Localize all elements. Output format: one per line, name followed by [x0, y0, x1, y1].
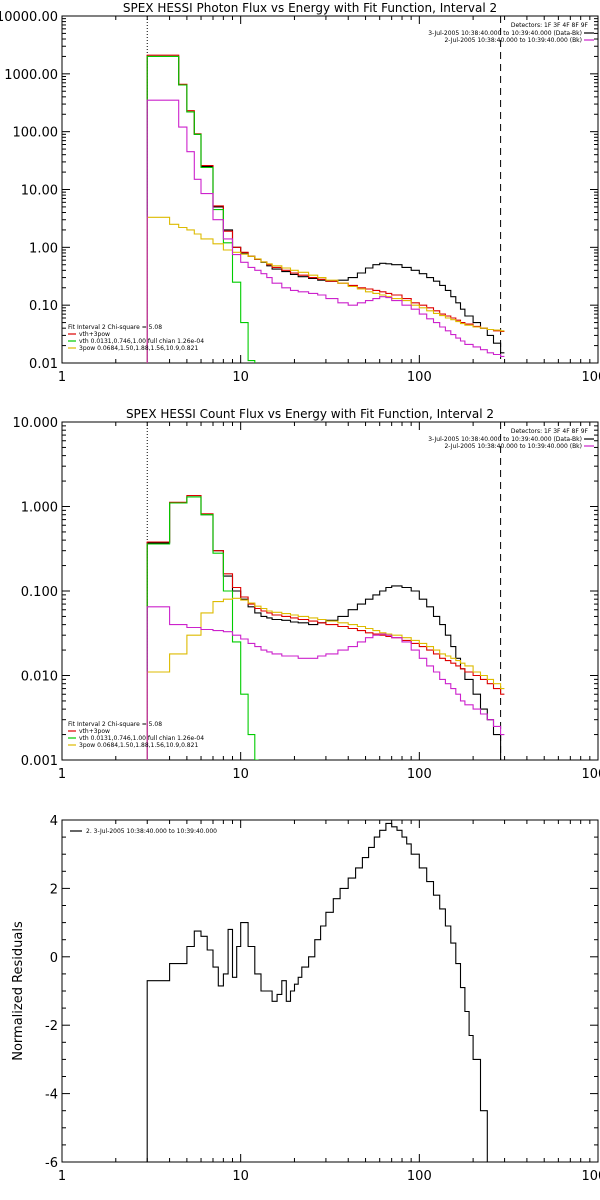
legend-header: Fit Interval 2 Chi-square = 5.08: [68, 721, 162, 728]
series-line-5: [146, 99, 505, 363]
y-axis: 0.01 0.10 1.00 10.00 100.00 1000.00 10000.00: [0, 10, 598, 372]
x-tick-label: 100: [407, 370, 432, 385]
x-axis: 1 10 100 1000: [58, 16, 600, 385]
legend-entry-label: 2. 3-Jul-2005 10:38:40.000 to 10:39:40.0…: [86, 828, 217, 835]
y-tick-label: -6: [45, 1156, 58, 1171]
y-tick-label: 2: [50, 882, 58, 897]
x-tick-label: 1000: [581, 767, 600, 782]
y-tick-label: 0.100: [21, 585, 58, 600]
y-tick-label: 0.010: [21, 670, 58, 685]
y-tick-label: 100.00: [13, 126, 59, 141]
legend-bottom: Fit Interval 2 Chi-square = 5.08vth+3pow…: [68, 721, 204, 749]
legend-entry-label: 3-Jul-2005 10:38:40.000 to 10:39:40.000 …: [428, 436, 582, 443]
legend-header: Detectors: 1F 3F 4F 8F 9F: [511, 22, 589, 29]
y-axis: 0.001 0.010 0.100 1.000 10.000: [13, 416, 598, 769]
x-tick-label: 10: [232, 1169, 249, 1184]
legend-entry-label: vth+3pow: [79, 331, 110, 338]
x-axis: 1 10 100 1000: [58, 820, 600, 1184]
legend-bottom: Fit Interval 2 Chi-square = 5.08vth+3pow…: [68, 324, 204, 352]
series-group: [146, 54, 505, 363]
x-tick-label: 1: [58, 1169, 66, 1184]
legend-top: Detectors: 1F 3F 4F 8F 9F3-Jul-2005 10:3…: [428, 428, 594, 450]
x-tick-label: 100: [407, 1169, 432, 1184]
chart-panel-3: 1 10 100 1000 -6 -4 -2 0 2 4 Normalized Residuals 2…: [11, 814, 600, 1184]
y-tick-label: 1.000: [21, 501, 58, 516]
series-group: [146, 822, 505, 1162]
x-tick-label: 1: [58, 767, 66, 782]
y-tick-label: 10000.00: [0, 10, 58, 25]
plot-frame: [61, 15, 599, 364]
legend-top: 2. 3-Jul-2005 10:38:40.000 to 10:39:40.0…: [70, 828, 217, 835]
y-tick-label: -4: [45, 1088, 58, 1103]
legend-top: Detectors: 1F 3F 4F 8F 9F3-Jul-2005 10:3…: [428, 22, 594, 44]
legend-entry-label: 3pow 0.0684,1.50,1.88,1.56,10.9,0.821: [79, 345, 198, 352]
x-tick-label: 1000: [581, 1169, 600, 1184]
y-tick-label: 1000.00: [4, 68, 58, 83]
x-tick-label: 10: [232, 767, 249, 782]
series-line-1: [146, 822, 505, 1162]
x-tick-label: 100: [407, 767, 432, 782]
series-line-1: [146, 55, 505, 363]
y-tick-label: 4: [50, 814, 58, 829]
series-line-4: [146, 216, 505, 363]
y-tick-label: 10.000: [13, 416, 59, 431]
series-line-2: [146, 54, 505, 363]
series-line-3: [146, 55, 256, 363]
series-line-5: [146, 606, 505, 760]
x-tick-label: 1000: [581, 370, 600, 385]
legend-entry-label: vth 0.0131,0.746,1.00 full chian 1.26e-0…: [79, 735, 204, 742]
y-tick-label: 0.01: [29, 357, 58, 372]
chart-title: SPEX HESSI Photon Flux vs Energy with Fi…: [123, 1, 497, 15]
legend-entry-label: 3pow 0.0684,1.50,1.88,1.56,10.9,0.821: [79, 742, 198, 749]
y-tick-label: 1.00: [29, 241, 58, 256]
chart-title: SPEX HESSI Count Flux vs Energy with Fit…: [126, 407, 494, 421]
legend-entry-label: 2-Jul-2005 10:38:40.000 to 10:39:40.000 …: [444, 443, 582, 450]
y-tick-label: 0: [50, 951, 58, 966]
plot-frame: [61, 819, 599, 1163]
legend-entry-label: vth 0.0131,0.746,1.00 full chian 1.26e-0…: [79, 338, 204, 345]
y-tick-label: 10.00: [21, 184, 58, 199]
chart-panel-1: SPEX HESSI Photon Flux vs Energy with Fi…: [0, 1, 600, 385]
x-tick-label: 1: [58, 370, 66, 385]
series-line-2: [146, 494, 505, 760]
plot-frame: [61, 421, 599, 761]
chart-panel-2: SPEX HESSI Count Flux vs Energy with Fit…: [13, 407, 600, 782]
y-axis-label: Normalized Residuals: [11, 921, 26, 1061]
y-tick-label: 0.10: [29, 299, 58, 314]
legend-entry-label: vth+3pow: [79, 728, 110, 735]
series-line-3: [146, 496, 259, 760]
legend-entry-label: 3-Jul-2005 10:38:40.000 to 10:39:40.000 …: [428, 30, 582, 37]
legend-header: Fit Interval 2 Chi-square = 5.08: [68, 324, 162, 331]
y-axis: -6 -4 -2 0 2 4: [45, 814, 598, 1171]
x-axis: 1 10 100 1000: [58, 422, 600, 782]
legend-header: Detectors: 1F 3F 4F 8F 9F: [511, 428, 589, 435]
y-tick-label: 0.001: [21, 754, 58, 769]
y-tick-label: -2: [45, 1019, 58, 1034]
series-group: [146, 494, 505, 760]
series-line-4: [146, 597, 505, 760]
legend-entry-label: 2-Jul-2005 10:38:40.000 to 10:39:40.000 …: [444, 37, 582, 44]
series-line-1: [146, 496, 505, 760]
x-tick-label: 10: [232, 370, 249, 385]
